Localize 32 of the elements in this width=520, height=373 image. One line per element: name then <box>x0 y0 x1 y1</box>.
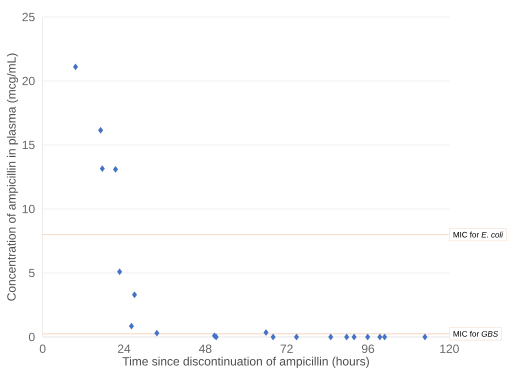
y-tick-label: 20 <box>22 76 35 86</box>
x-tick-label: 120 <box>440 344 459 353</box>
y-tick-label: 0 <box>28 332 35 342</box>
point <box>352 334 357 340</box>
x-tick-label: 48 <box>198 344 212 353</box>
point <box>73 64 78 70</box>
point <box>98 127 104 134</box>
x-tick-label: 0 <box>40 344 46 353</box>
y-tick-label: 10 <box>22 204 35 214</box>
point <box>382 334 388 340</box>
point <box>422 334 428 340</box>
y-tick-label: 25 <box>22 12 35 22</box>
point <box>294 334 299 340</box>
y-tick-label: 15 <box>22 140 35 150</box>
y-tick-label: 5 <box>28 268 35 278</box>
point <box>100 165 105 172</box>
point <box>113 166 118 173</box>
point <box>377 334 382 340</box>
point <box>117 268 122 275</box>
point <box>154 330 160 336</box>
point <box>365 334 370 340</box>
x-tick-label: 72 <box>280 344 293 353</box>
y-axis-title: Concentration of ampicillin in plasma (mcg/mL) <box>6 54 18 301</box>
point <box>328 334 334 340</box>
point <box>264 329 268 336</box>
x-axis-title: Time since discontinuation of ampicillin (hours) <box>122 356 369 368</box>
x-tick-label: 96 <box>362 344 374 353</box>
point <box>270 334 276 340</box>
point <box>132 292 137 298</box>
point <box>128 322 134 330</box>
point <box>344 334 350 340</box>
x-tick-label: 24 <box>118 344 130 353</box>
